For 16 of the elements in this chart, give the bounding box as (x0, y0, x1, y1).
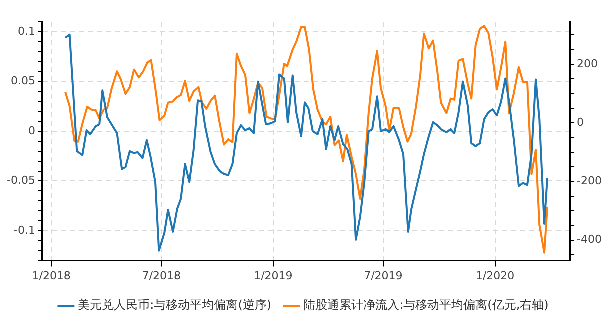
x-tick-label: 1/2020 (476, 269, 515, 282)
y2-tick-label: -400 (577, 233, 602, 246)
y-tick-label: -0.05 (6, 174, 36, 188)
x-tick-label: 7/2018 (142, 269, 181, 282)
x-tick-label: 7/2019 (364, 269, 403, 282)
y-tick-label: 0.05 (10, 74, 36, 88)
y-tick-label: -0.1 (14, 224, 36, 237)
y-tick-label: 0 (28, 124, 36, 138)
y2-tick-label: -200 (577, 174, 602, 188)
y2-tick-label: 200 (577, 57, 598, 70)
x-tick-label: 1/2019 (254, 269, 293, 282)
y-tick-label: 0.1 (18, 24, 36, 38)
legend-label: 陆股通累计净流入:与移动平均偏离(亿元,右轴) (304, 298, 549, 312)
x-tick-label: 1/2018 (32, 269, 71, 282)
y2-tick-label: 0 (577, 116, 584, 129)
legend-label: 美元兑人民币:与移动平均偏离(逆序) (78, 298, 272, 312)
